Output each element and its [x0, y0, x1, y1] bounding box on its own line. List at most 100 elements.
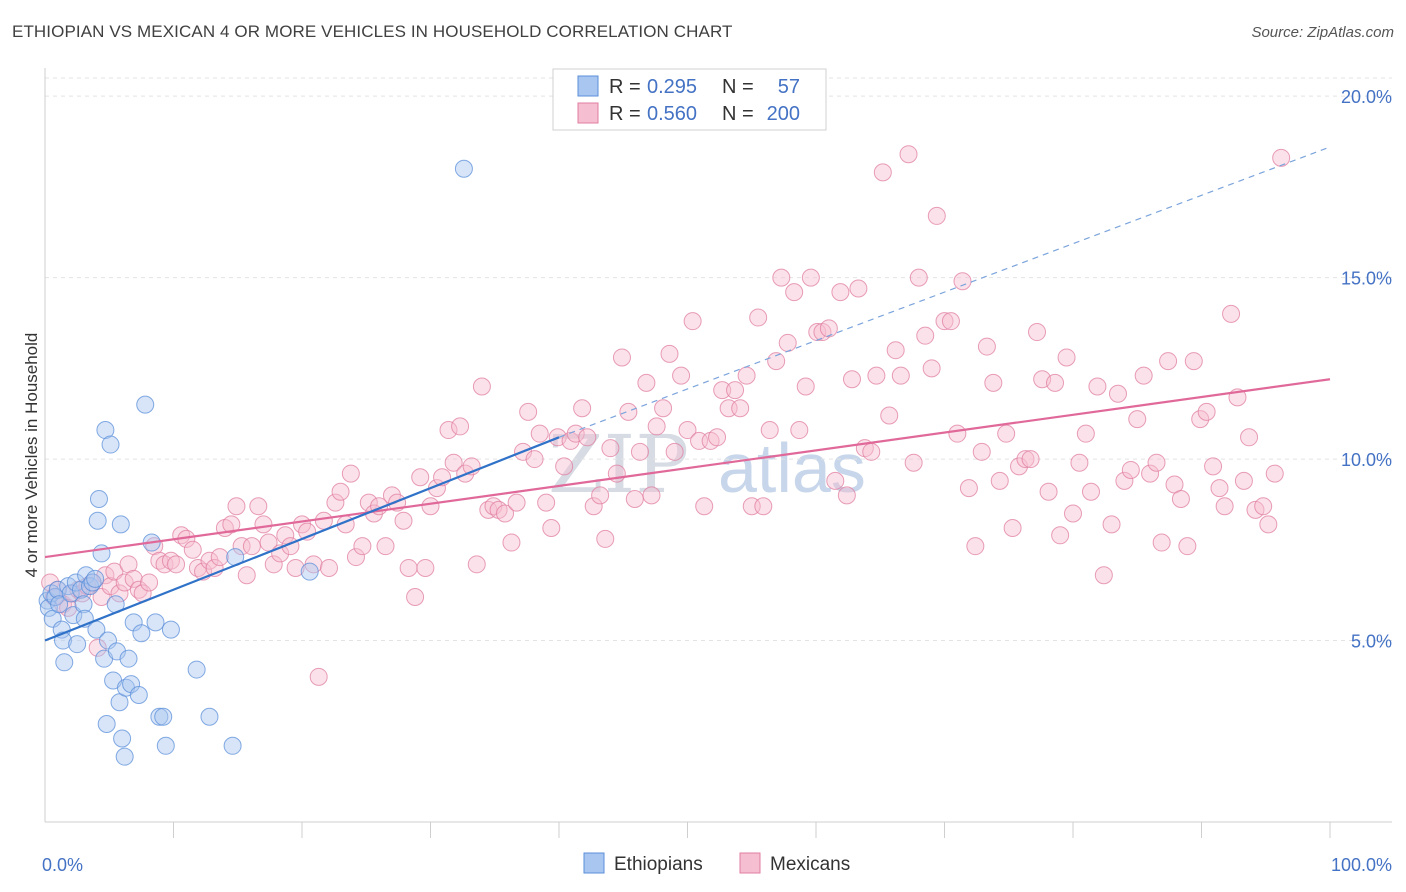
- watermark: ZIP atlas: [548, 418, 866, 511]
- legend-n-label: N =: [722, 103, 754, 125]
- data-point: [941, 312, 960, 331]
- source-credit: Source: ZipAtlas.com: [1251, 24, 1394, 41]
- data-point: [578, 428, 597, 447]
- data-point: [1102, 515, 1121, 534]
- data-point: [444, 453, 463, 472]
- data-point: [439, 421, 458, 440]
- trend-line-mexicans: [44, 378, 1331, 559]
- data-point: [223, 736, 242, 755]
- data-point: [1210, 479, 1229, 498]
- legend-n-value: 57: [778, 76, 800, 98]
- data-point: [899, 145, 918, 164]
- trend-line-ethiopians-extension: [558, 146, 1331, 438]
- data-point: [1134, 366, 1153, 385]
- data-point: [1094, 566, 1113, 585]
- data-point: [119, 649, 138, 668]
- data-point: [71, 580, 90, 599]
- data-point: [935, 312, 954, 331]
- data-point: [1197, 402, 1216, 421]
- legend-r-value: 0.295: [647, 76, 697, 98]
- data-point: [953, 272, 972, 291]
- data-point: [101, 577, 120, 596]
- data-point: [124, 569, 143, 588]
- data-point: [984, 373, 1003, 392]
- data-point: [496, 504, 515, 523]
- data-point: [394, 511, 413, 530]
- data-point: [1147, 453, 1166, 472]
- data-point: [68, 635, 87, 654]
- data-point: [760, 421, 779, 440]
- data-point: [507, 493, 526, 512]
- data-point: [286, 558, 305, 577]
- data-point: [737, 366, 756, 385]
- data-point: [411, 468, 430, 487]
- data-point: [276, 526, 295, 545]
- data-point: [502, 533, 521, 552]
- data-point: [1265, 464, 1284, 483]
- data-point: [110, 584, 129, 603]
- data-point: [399, 558, 418, 577]
- data-point: [695, 497, 714, 516]
- data-point: [555, 457, 574, 476]
- y-tick-label: 20.0%: [1341, 87, 1392, 107]
- data-point: [831, 283, 850, 302]
- data-point: [772, 268, 791, 287]
- data-point: [612, 348, 631, 367]
- data-point: [625, 489, 644, 508]
- data-point: [119, 555, 138, 574]
- data-point: [530, 424, 549, 443]
- y-axis-title: 4 or more Vehicles in Household: [22, 333, 41, 578]
- data-point: [1240, 428, 1259, 447]
- data-point: [254, 515, 273, 534]
- data-point: [376, 537, 395, 556]
- data-point: [997, 424, 1016, 443]
- bottom-legend-ethiopians: Ethiopians: [614, 854, 703, 875]
- data-point: [573, 399, 592, 418]
- data-point: [232, 537, 251, 556]
- data-point: [359, 493, 378, 512]
- data-point: [113, 729, 132, 748]
- data-point: [1028, 323, 1047, 342]
- data-point: [849, 279, 868, 298]
- data-point: [1016, 450, 1035, 469]
- data-point: [591, 486, 610, 505]
- data-point: [183, 540, 202, 559]
- data-point: [1081, 482, 1100, 501]
- data-point: [1152, 533, 1171, 552]
- watermark-zip: ZIP: [548, 418, 689, 511]
- data-point: [154, 707, 173, 726]
- data-point: [451, 417, 470, 436]
- data-point: [990, 471, 1009, 490]
- data-point: [785, 283, 804, 302]
- data-point: [796, 377, 815, 396]
- data-point: [977, 337, 996, 356]
- data-point: [300, 562, 319, 581]
- data-point: [601, 439, 620, 458]
- data-point: [1115, 471, 1134, 490]
- legend-n-value: 200: [767, 103, 800, 125]
- data-point: [519, 402, 538, 421]
- data-point: [904, 453, 923, 472]
- data-point: [726, 381, 745, 400]
- data-point: [1076, 424, 1095, 443]
- data-point: [630, 442, 649, 461]
- data-point: [819, 319, 838, 338]
- data-point: [525, 450, 544, 469]
- data-point: [842, 370, 861, 389]
- data-point: [948, 424, 967, 443]
- x-tick-labels: 0.0% 100.0%: [42, 855, 1392, 875]
- data-point: [862, 442, 881, 461]
- data-point: [1159, 352, 1178, 371]
- data-point: [167, 555, 186, 574]
- data-point: [421, 497, 440, 516]
- data-point: [50, 595, 69, 614]
- data-point: [319, 558, 338, 577]
- bottom-legend-swatch-mexicans: [739, 852, 761, 874]
- trend-lines: [44, 146, 1331, 642]
- data-point: [242, 537, 261, 556]
- x-tick-label: 100.0%: [1331, 855, 1392, 875]
- data-point: [654, 399, 673, 418]
- data-point: [683, 312, 702, 331]
- data-point: [237, 566, 256, 585]
- data-point: [1215, 497, 1234, 516]
